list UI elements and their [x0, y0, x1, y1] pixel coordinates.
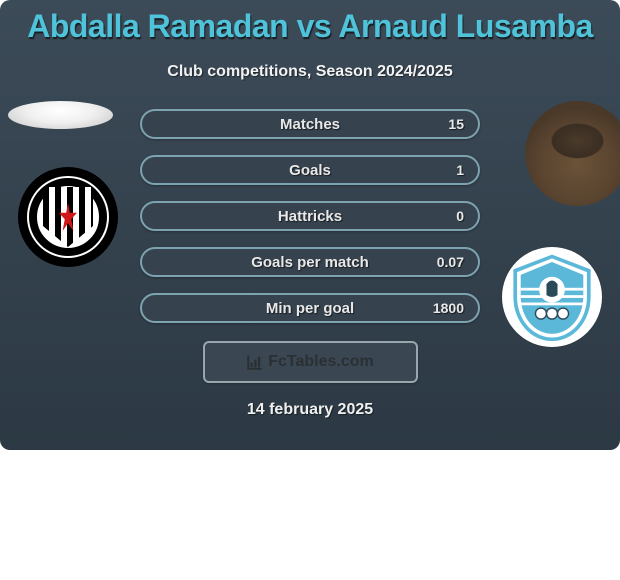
comparison-card: Abdalla Ramadan vs Arnaud Lusamba Club c…	[0, 0, 620, 450]
stat-bar: Min per goal 1800	[140, 293, 480, 323]
stat-bar: Matches 15	[140, 109, 480, 139]
stat-value-right: 0	[456, 208, 464, 224]
stat-bar: Goals 1	[140, 155, 480, 185]
stat-bar: Goals per match 0.07	[140, 247, 480, 277]
chart-icon	[246, 353, 264, 371]
stat-label: Goals per match	[251, 254, 369, 271]
player-right-avatar	[525, 101, 620, 206]
stat-value-right: 1	[456, 162, 464, 178]
brand-text: FcTables.com	[268, 353, 374, 371]
stat-bar: Hattricks 0	[140, 201, 480, 231]
stat-bars: Matches 15 Goals 1 Hattricks 0 Goals per…	[140, 109, 480, 339]
stat-value-right: 0.07	[437, 254, 464, 270]
content-area: Matches 15 Goals 1 Hattricks 0 Goals per…	[0, 109, 620, 329]
player-left-avatar	[8, 101, 113, 129]
stat-label: Matches	[280, 116, 340, 133]
player-right-club-badge	[502, 247, 602, 347]
stat-value-right: 1800	[433, 300, 464, 316]
stat-label: Hattricks	[278, 208, 342, 225]
page-title: Abdalla Ramadan vs Arnaud Lusamba	[0, 0, 620, 45]
subtitle: Club competitions, Season 2024/2025	[0, 63, 620, 81]
date-text: 14 february 2025	[0, 401, 620, 419]
brand-box[interactable]: FcTables.com	[203, 341, 418, 383]
stat-label: Min per goal	[266, 300, 354, 317]
stat-label: Goals	[289, 162, 331, 179]
player-left-club-badge	[18, 167, 118, 267]
stat-value-right: 15	[448, 116, 464, 132]
